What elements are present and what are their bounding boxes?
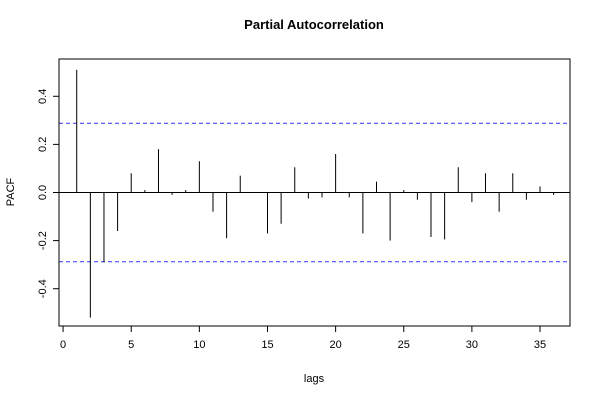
y-tick-label: 0.4 bbox=[37, 89, 49, 104]
x-tick-label: 0 bbox=[60, 339, 66, 351]
x-tick-label: 10 bbox=[193, 339, 205, 351]
x-axis-label: lags bbox=[304, 373, 325, 385]
y-tick-label: 0.2 bbox=[37, 137, 49, 152]
y-axis-label: PACF bbox=[5, 177, 17, 206]
x-axis: 0 5 10 15 20 25 30 35 bbox=[60, 325, 546, 351]
x-tick-label: 20 bbox=[329, 339, 341, 351]
x-tick-label: 25 bbox=[398, 339, 410, 351]
y-axis: -0.4 -0.2 0.0 0.2 0.4 bbox=[37, 89, 60, 298]
y-tick-label: -0.4 bbox=[37, 279, 49, 298]
y-tick-label: 0.0 bbox=[37, 185, 49, 200]
chart-marks bbox=[59, 69, 570, 318]
y-tick-label: -0.2 bbox=[37, 231, 49, 250]
x-tick-label: 30 bbox=[466, 339, 478, 351]
x-tick-label: 35 bbox=[534, 339, 546, 351]
chart-title: Partial Autocorrelation bbox=[244, 17, 384, 32]
x-tick-label: 15 bbox=[261, 339, 273, 351]
x-tick-label: 5 bbox=[128, 339, 134, 351]
